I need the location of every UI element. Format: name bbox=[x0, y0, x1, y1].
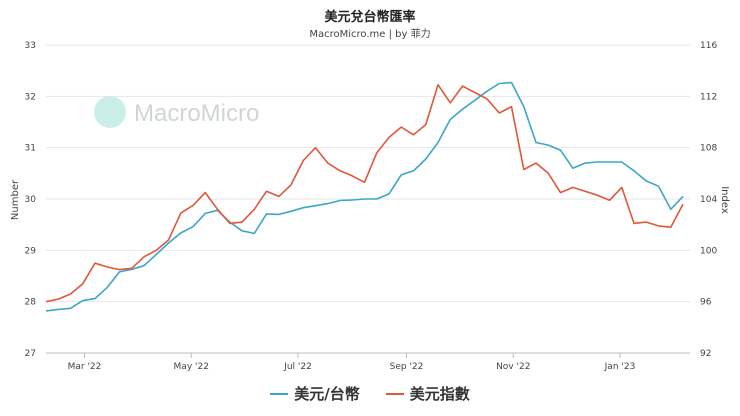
y-left-ticks: 27 28 29 30 31 32 33 bbox=[25, 41, 37, 359]
y-right-tick-label: 100 bbox=[700, 246, 717, 256]
chart-subtitle: MacroMicro.me | by 菲力 bbox=[309, 29, 431, 40]
y-left-tick-label: 29 bbox=[25, 246, 37, 256]
legend-label-dxy: 美元指數 bbox=[409, 385, 470, 403]
y-left-tick-label: 28 bbox=[25, 298, 37, 308]
y-right-ticks: 92 96 100 104 108 112 116 bbox=[700, 41, 717, 359]
legend-swatch-usdtwd bbox=[270, 392, 289, 395]
y-left-tick-label: 27 bbox=[25, 349, 36, 359]
series-line-usdtwd bbox=[45, 81, 684, 312]
legend: 美元/台幣 美元指數 bbox=[0, 383, 740, 404]
x-tick-label: Jan '23 bbox=[604, 362, 636, 372]
x-tick-label: May '22 bbox=[174, 362, 209, 372]
y-left-tick-label: 32 bbox=[25, 92, 36, 102]
y-right-tick-label: 112 bbox=[700, 92, 717, 102]
watermark: MacroMicro bbox=[94, 96, 259, 128]
x-tick-label: Mar '22 bbox=[68, 362, 102, 372]
legend-swatch-dxy bbox=[385, 392, 404, 395]
watermark-logo-icon bbox=[94, 96, 126, 128]
legend-label-usdtwd: 美元/台幣 bbox=[294, 385, 360, 403]
chart-title: 美元兌台幣匯率 bbox=[324, 10, 416, 25]
legend-item-dxy[interactable]: 美元指數 bbox=[385, 383, 470, 404]
y-left-tick-label: 30 bbox=[25, 195, 37, 205]
x-tick-label: Sep '22 bbox=[390, 362, 424, 372]
x-ticks: Mar '22 May '22 Jul '22 Sep '22 Nov '22 Jan '… bbox=[46, 352, 690, 372]
y-right-tick-label: 92 bbox=[700, 349, 711, 359]
y-left-tick-label: 31 bbox=[25, 144, 36, 154]
y-right-axis-label: Index bbox=[719, 186, 730, 214]
y-right-tick-label: 108 bbox=[700, 144, 717, 154]
y-right-tick-label: 96 bbox=[700, 298, 712, 308]
series-lines bbox=[45, 81, 684, 312]
legend-item-usdtwd[interactable]: 美元/台幣 bbox=[270, 383, 360, 404]
watermark-text: MacroMicro bbox=[134, 100, 259, 127]
y-right-tick-label: 104 bbox=[700, 195, 717, 205]
y-left-tick-label: 33 bbox=[25, 41, 36, 51]
x-tick-label: Jul '22 bbox=[283, 362, 312, 372]
y-left-axis-label: Number bbox=[10, 179, 21, 220]
series-line-dxy bbox=[45, 84, 684, 303]
y-right-tick-label: 116 bbox=[700, 41, 717, 51]
x-tick-label: Nov '22 bbox=[496, 362, 530, 372]
